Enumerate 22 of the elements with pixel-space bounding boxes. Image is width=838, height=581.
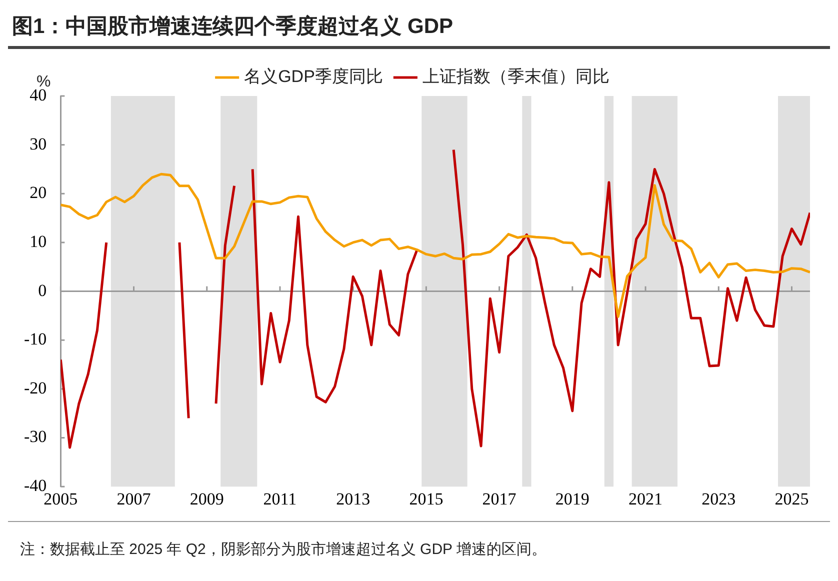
y-tick-label: 0: [38, 280, 47, 300]
y-tick-label: 20: [30, 183, 47, 202]
x-tick-label: 2005: [44, 489, 78, 508]
x-tick-label: 2011: [263, 489, 297, 508]
x-tick-label: 2009: [190, 489, 224, 508]
x-tick-label: 2021: [628, 489, 663, 508]
y-tick-label: 10: [30, 232, 47, 251]
legend-label: 名义GDP季度同比: [244, 67, 383, 86]
y-tick-label: -20: [24, 378, 47, 398]
x-tick-label: 2025: [774, 489, 809, 508]
x-tick-label: 2017: [482, 489, 517, 508]
x-tick-label: 2015: [409, 489, 444, 508]
x-tick-label: 2013: [336, 489, 370, 508]
chart-title: 图1：中国股市增速连续四个季度超过名义 GDP: [8, 8, 830, 49]
y-tick-label: 30: [30, 134, 47, 154]
x-tick-label: 2007: [116, 489, 152, 508]
y-tick-label: -10: [24, 330, 47, 349]
y-tick-label: -30: [24, 427, 47, 446]
x-tick-label: 2023: [702, 489, 736, 508]
text: 注：数据截止至 2025 年 Q2，阴影部分为股市增速超过名义 GDP 增速的区间。: [20, 540, 548, 559]
x-tick-label: 2019: [555, 489, 590, 508]
legend-label: 上证指数（季末值）同比: [422, 67, 610, 86]
